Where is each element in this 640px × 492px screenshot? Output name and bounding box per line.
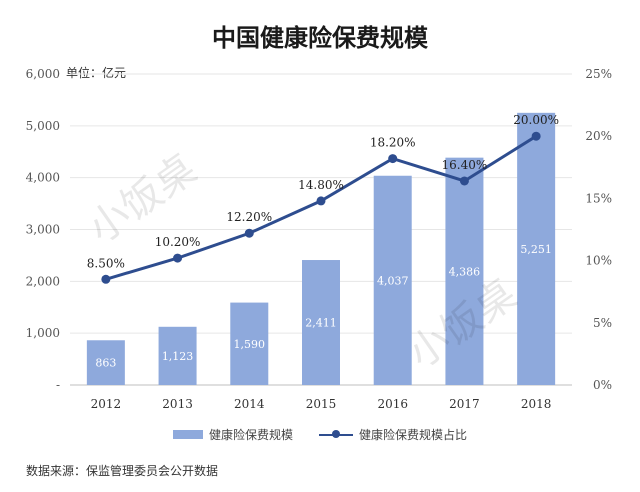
y-left-tick-label: 6,000 — [26, 67, 60, 81]
legend-item-bar: 健康险保费规模 — [172, 426, 293, 443]
y-right-tick-label: 25% — [585, 67, 612, 81]
y-right-tick-label: 5% — [593, 316, 612, 330]
y-left-tick-label: 5,000 — [26, 119, 60, 133]
bar-value-label: 1,123 — [162, 350, 194, 363]
x-tick-label: 2012 — [91, 397, 122, 411]
chart-title: 中国健康险保费规模 — [212, 24, 428, 52]
x-tick-label: 2015 — [306, 397, 337, 411]
source-note: 数据来源：保监管理委员会公开数据 — [26, 464, 219, 478]
y-left-tick-label: - — [56, 378, 60, 392]
line-point — [244, 228, 254, 238]
x-tick-label: 2014 — [234, 397, 265, 411]
y-left-tick-label: 1,000 — [26, 326, 60, 340]
y-right-tick-label: 0% — [593, 378, 612, 392]
line-point — [531, 131, 541, 141]
bar-value-label: 4,037 — [377, 274, 409, 287]
x-tick-label: 2017 — [449, 397, 480, 411]
legend-label-line: 健康险保费规模占比 — [359, 428, 468, 442]
line-value-label: 18.20% — [370, 136, 416, 150]
legend-line-swatch — [319, 430, 353, 439]
bar-value-label: 863 — [95, 357, 116, 370]
line-value-label: 10.20% — [155, 235, 201, 249]
bar — [445, 157, 484, 385]
y-right-tick-label: 15% — [585, 191, 612, 205]
legend: 健康险保费规模 健康险保费规模占比 — [0, 426, 640, 443]
legend-bar-swatch — [172, 430, 203, 439]
line-value-label: 20.00% — [513, 113, 559, 127]
bar-value-label: 5,251 — [520, 243, 552, 256]
bar — [86, 340, 125, 385]
y-left-tick-label: 3,000 — [26, 223, 60, 237]
bar — [373, 175, 412, 385]
legend-label-bar: 健康险保费规模 — [208, 428, 293, 442]
bar-value-label: 1,590 — [234, 338, 266, 351]
bar — [158, 326, 197, 385]
line-value-label: 14.80% — [298, 178, 344, 192]
x-tick-label: 2018 — [521, 397, 552, 411]
line-point — [173, 253, 183, 263]
line-point — [459, 176, 469, 186]
y-right-tick-label: 10% — [585, 254, 612, 268]
line-value-label: 12.20% — [226, 210, 272, 224]
bar-value-label: 4,386 — [449, 265, 481, 278]
line-point — [101, 274, 111, 284]
bar — [302, 260, 340, 385]
x-tick-label: 2013 — [162, 397, 193, 411]
line-point — [388, 154, 398, 164]
bar-value-label: 2,411 — [305, 317, 337, 330]
line-value-label: 16.40% — [442, 158, 488, 172]
x-tick-label: 2016 — [377, 397, 408, 411]
y-right-tick-label: 20% — [585, 129, 612, 143]
bar — [230, 302, 269, 385]
y-left-tick-label: 2,000 — [26, 274, 60, 288]
y-left-tick-label: 4,000 — [26, 171, 60, 185]
bar — [517, 112, 556, 385]
unit-label: 单位：亿元 — [66, 66, 127, 80]
line-point — [316, 196, 326, 206]
line-value-label: 8.50% — [87, 256, 125, 270]
legend-item-line: 健康险保费规模占比 — [319, 426, 467, 443]
